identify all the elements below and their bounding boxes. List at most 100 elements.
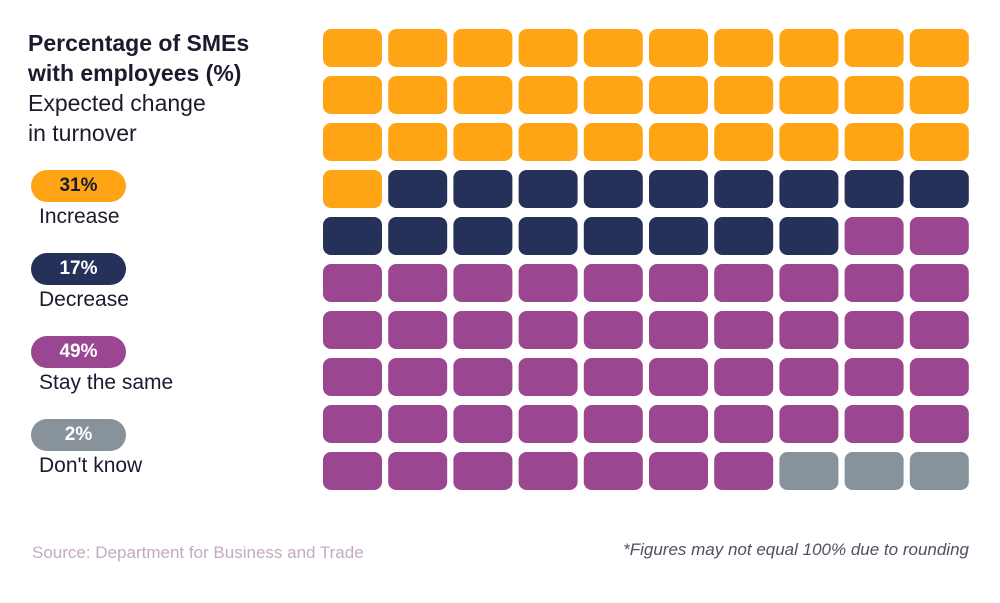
chart-title-line-1: Percentage of SMEs	[28, 30, 250, 56]
waffle-cell-stay-the-same	[518, 358, 578, 396]
waffle-cell-increase	[779, 123, 839, 161]
waffle-cell-increase	[518, 29, 578, 67]
waffle-cell-increase	[649, 123, 708, 161]
waffle-cell-stay-the-same	[714, 405, 774, 443]
waffle-cell-decrease	[714, 217, 774, 255]
waffle-cell-stay-the-same	[453, 405, 513, 443]
waffle-cell-increase	[649, 76, 708, 114]
waffle-cell-stay-the-same	[518, 311, 578, 349]
waffle-cell-increase	[323, 123, 382, 161]
waffle-cell-increase	[388, 123, 448, 161]
waffle-cell-stay-the-same	[388, 405, 448, 443]
waffle-cell-stay-the-same	[714, 452, 774, 490]
legend-label-stay-the-same: Stay the same	[39, 371, 174, 394]
waffle-cell-increase	[453, 123, 513, 161]
waffle-cell-increase	[583, 29, 643, 67]
waffle-cell-don-t-know	[844, 452, 904, 490]
waffle-cell-increase	[583, 76, 643, 114]
waffle-cell-increase	[714, 29, 774, 67]
waffle-cell-increase	[779, 76, 839, 114]
source-note: Source: Department for Business and Trad…	[32, 543, 364, 562]
waffle-cell-decrease	[583, 170, 643, 208]
rounding-footnote: *Figures may not equal 100% due to round…	[623, 540, 969, 559]
waffle-cell-increase	[909, 29, 969, 67]
waffle-cell-stay-the-same	[583, 358, 643, 396]
waffle-cell-stay-the-same	[583, 405, 643, 443]
waffle-cell-stay-the-same	[518, 405, 578, 443]
waffle-cell-stay-the-same	[649, 452, 708, 490]
waffle-cell-stay-the-same	[388, 311, 448, 349]
legend-item-stay-the-same: 49% Stay the same	[28, 336, 308, 398]
waffle-cell-stay-the-same	[453, 264, 513, 302]
waffle-cell-increase	[323, 76, 382, 114]
waffle-cell-increase	[388, 29, 448, 67]
waffle-cell-decrease	[453, 217, 513, 255]
waffle-cell-stay-the-same	[779, 405, 839, 443]
waffle-cell-stay-the-same	[453, 358, 513, 396]
waffle-cell-decrease	[583, 217, 643, 255]
waffle-cell-stay-the-same	[388, 358, 448, 396]
waffle-cell-stay-the-same	[323, 358, 382, 396]
waffle-cell-stay-the-same	[323, 405, 382, 443]
waffle-cell-stay-the-same	[714, 358, 774, 396]
waffle-cell-stay-the-same	[518, 264, 578, 302]
waffle-cell-decrease	[779, 170, 839, 208]
waffle-cell-stay-the-same	[583, 311, 643, 349]
waffle-cell-stay-the-same	[323, 311, 382, 349]
waffle-cell-decrease	[518, 170, 578, 208]
waffle-cell-decrease	[388, 217, 448, 255]
waffle-cell-decrease	[779, 217, 839, 255]
waffle-cell-stay-the-same	[844, 217, 904, 255]
waffle-cell-increase	[779, 29, 839, 67]
waffle-cell-stay-the-same	[323, 452, 382, 490]
waffle-cell-decrease	[323, 217, 382, 255]
waffle-cell-increase	[649, 29, 708, 67]
waffle-cell-increase	[323, 170, 382, 208]
legend-item-dont-know: 2% Don't know	[28, 419, 308, 481]
waffle-chart	[323, 29, 969, 490]
waffle-cell-don-t-know	[779, 452, 839, 490]
waffle-cell-stay-the-same	[323, 264, 382, 302]
waffle-cell-increase	[453, 29, 513, 67]
waffle-cell-increase	[909, 123, 969, 161]
waffle-cell-decrease	[649, 217, 708, 255]
waffle-cell-increase	[714, 76, 774, 114]
waffle-cell-increase	[844, 76, 904, 114]
waffle-cell-stay-the-same	[909, 358, 969, 396]
waffle-cell-increase	[388, 76, 448, 114]
waffle-cell-stay-the-same	[779, 358, 839, 396]
waffle-cell-don-t-know	[909, 452, 969, 490]
legend: 31% Increase 17% Decrease 49% Stay the s…	[28, 170, 308, 502]
chart-subtitle-line-1: Expected change	[28, 90, 206, 116]
waffle-cell-stay-the-same	[649, 311, 708, 349]
legend-label-increase: Increase	[39, 205, 120, 228]
legend-label-decrease: Decrease	[39, 288, 129, 311]
waffle-cell-increase	[909, 76, 969, 114]
waffle-cell-decrease	[714, 170, 774, 208]
waffle-cell-stay-the-same	[583, 452, 643, 490]
waffle-cell-stay-the-same	[453, 311, 513, 349]
waffle-cell-increase	[323, 29, 382, 67]
waffle-cell-stay-the-same	[909, 264, 969, 302]
waffle-cell-stay-the-same	[453, 452, 513, 490]
legend-label-dont-know: Don't know	[39, 454, 143, 477]
waffle-cell-stay-the-same	[518, 452, 578, 490]
waffle-cell-increase	[518, 123, 578, 161]
waffle-cell-stay-the-same	[649, 358, 708, 396]
waffle-cell-stay-the-same	[779, 264, 839, 302]
waffle-cell-stay-the-same	[909, 311, 969, 349]
waffle-cell-increase	[583, 123, 643, 161]
waffle-cell-decrease	[844, 170, 904, 208]
waffle-cell-stay-the-same	[844, 311, 904, 349]
waffle-cell-increase	[844, 29, 904, 67]
waffle-cell-decrease	[453, 170, 513, 208]
waffle-cell-stay-the-same	[649, 405, 708, 443]
waffle-cell-decrease	[388, 170, 448, 208]
waffle-cell-stay-the-same	[714, 311, 774, 349]
waffle-cell-stay-the-same	[714, 264, 774, 302]
legend-item-decrease: 17% Decrease	[28, 253, 308, 315]
waffle-cell-stay-the-same	[844, 405, 904, 443]
waffle-cell-increase	[453, 76, 513, 114]
waffle-cell-decrease	[518, 217, 578, 255]
waffle-cell-stay-the-same	[388, 452, 448, 490]
